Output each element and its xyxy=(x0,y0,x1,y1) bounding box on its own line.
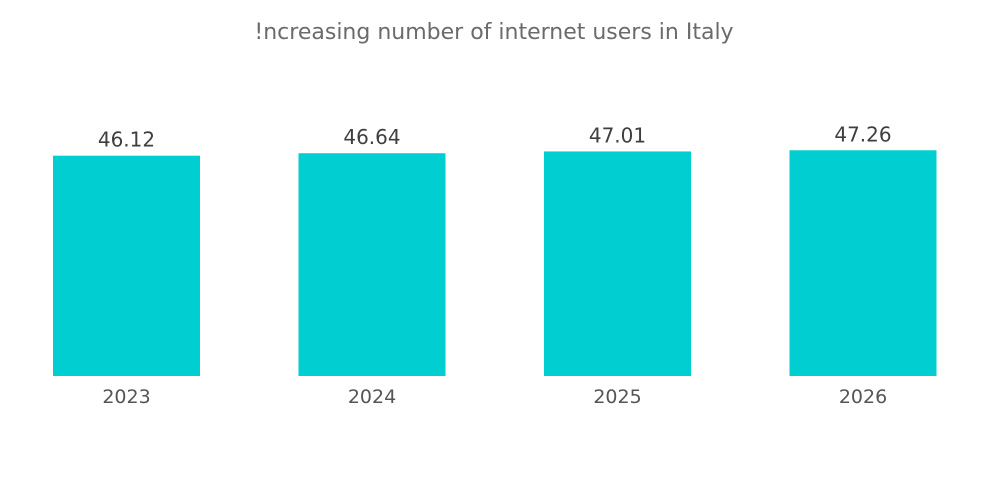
x-tick-label: 2025 xyxy=(593,386,641,408)
bar-2026 xyxy=(789,150,937,376)
bar-value-label: 47.01 xyxy=(589,123,646,147)
x-tick-label: 2023 xyxy=(102,386,150,408)
bar-value-label: 46.64 xyxy=(343,125,400,149)
bar-value-label: 46.12 xyxy=(98,128,155,152)
x-tick-label: 2024 xyxy=(348,386,396,408)
x-tick-label: 2026 xyxy=(839,386,887,408)
value-labels-group: 46.12 46.64 47.01 47.26 xyxy=(98,122,892,151)
chart-title: !ncreasing number of internet users in I… xyxy=(254,20,733,45)
x-axis-ticks: 2023 2024 2025 2026 xyxy=(102,386,887,408)
bar-2024 xyxy=(298,153,446,376)
bars-group xyxy=(53,150,937,376)
bar-value-label: 47.26 xyxy=(834,122,891,146)
bar-2025 xyxy=(544,151,691,376)
bar-2023 xyxy=(53,155,200,376)
